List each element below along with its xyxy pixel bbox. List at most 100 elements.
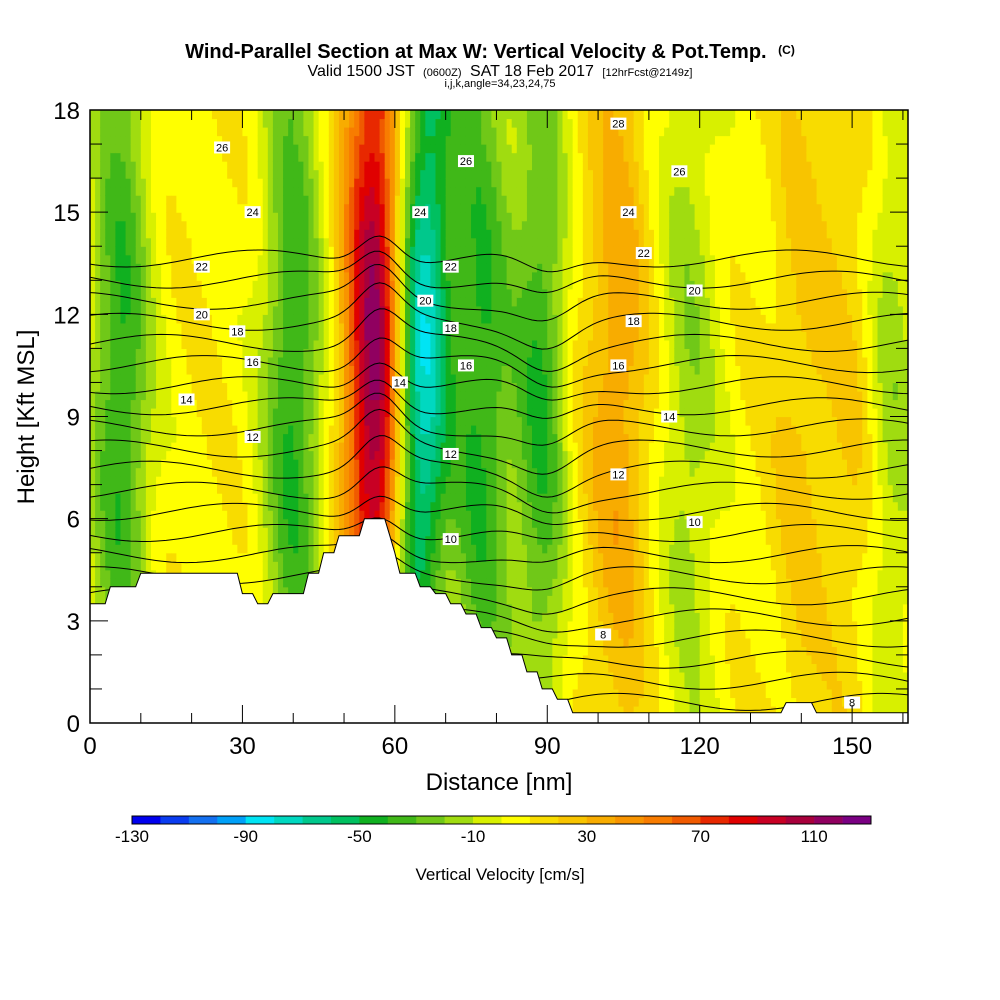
heatmap-cell bbox=[115, 229, 122, 239]
heatmap-cell bbox=[105, 178, 111, 188]
heatmap-cell bbox=[303, 237, 310, 247]
heatmap-cell bbox=[201, 382, 208, 392]
heatmap-cell bbox=[364, 399, 371, 409]
heatmap-cell bbox=[288, 229, 294, 239]
heatmap-cell bbox=[181, 263, 188, 273]
heatmap-cell bbox=[211, 365, 218, 375]
heatmap-cell bbox=[211, 212, 218, 222]
heatmap-cell bbox=[318, 118, 325, 128]
heatmap-cell bbox=[145, 442, 152, 452]
heatmap-cell bbox=[257, 552, 264, 562]
heatmap-cell bbox=[120, 433, 127, 443]
heatmap-cell bbox=[115, 169, 122, 179]
heatmap-cell bbox=[161, 331, 167, 341]
heatmap-cell bbox=[359, 229, 365, 239]
heatmap-cell bbox=[303, 297, 310, 307]
heatmap-cell bbox=[95, 569, 101, 579]
heatmap-cell bbox=[206, 416, 213, 426]
heatmap-cell bbox=[288, 178, 294, 188]
heatmap-cell bbox=[130, 561, 137, 571]
heatmap-cell bbox=[201, 442, 208, 452]
heatmap-cell bbox=[333, 459, 340, 469]
heatmap-cell bbox=[364, 314, 371, 324]
heatmap-cell bbox=[349, 152, 355, 162]
heatmap-cell bbox=[252, 552, 259, 562]
heatmap-cell bbox=[130, 110, 137, 120]
heatmap-cell bbox=[338, 246, 345, 256]
heatmap-cell bbox=[247, 365, 254, 375]
heatmap-cell bbox=[242, 195, 249, 205]
heatmap-cell bbox=[262, 331, 269, 341]
heatmap-cell bbox=[267, 552, 274, 562]
heatmap-cell bbox=[267, 186, 274, 196]
heatmap-cell bbox=[115, 399, 122, 409]
heatmap-cell bbox=[338, 425, 345, 435]
heatmap-cell bbox=[186, 425, 193, 435]
heatmap-cell bbox=[323, 399, 330, 409]
heatmap-cell bbox=[435, 246, 442, 256]
heatmap-cell bbox=[105, 527, 111, 537]
heatmap-cell bbox=[110, 186, 116, 196]
heatmap-cell bbox=[257, 390, 264, 401]
heatmap-cell bbox=[303, 331, 310, 341]
heatmap-cell bbox=[232, 518, 238, 528]
heatmap-cell bbox=[176, 501, 183, 511]
heatmap-cell bbox=[217, 203, 223, 213]
heatmap-cell bbox=[425, 373, 432, 384]
heatmap-cell bbox=[415, 348, 421, 358]
heatmap-cell bbox=[257, 246, 264, 256]
heatmap-cell bbox=[308, 433, 315, 443]
heatmap-cell bbox=[115, 433, 122, 443]
heatmap-cell bbox=[105, 237, 111, 247]
heatmap-cell bbox=[252, 373, 259, 384]
heatmap-cell bbox=[232, 407, 238, 418]
heatmap-cell bbox=[272, 178, 279, 188]
heatmap-cell bbox=[308, 135, 315, 145]
heatmap-cell bbox=[333, 501, 340, 511]
heatmap-cell bbox=[374, 254, 381, 264]
heatmap-cell bbox=[242, 297, 249, 307]
heatmap-cell bbox=[242, 535, 249, 545]
heatmap-cell bbox=[156, 237, 162, 247]
heatmap-cell bbox=[252, 322, 259, 332]
heatmap-cell bbox=[384, 271, 391, 281]
heatmap-cell bbox=[110, 237, 116, 247]
heatmap-cell bbox=[232, 510, 238, 520]
heatmap-cell bbox=[399, 390, 406, 401]
heatmap-cell bbox=[323, 220, 330, 230]
heatmap-cell bbox=[145, 527, 152, 537]
heatmap-cell bbox=[333, 110, 340, 120]
heatmap-cell bbox=[130, 518, 137, 528]
heatmap-cell bbox=[135, 169, 142, 179]
heatmap-cell bbox=[110, 493, 116, 503]
heatmap-cell bbox=[227, 356, 233, 367]
heatmap-cell bbox=[394, 152, 401, 162]
heatmap-cell bbox=[130, 467, 137, 477]
heatmap-cell bbox=[171, 322, 177, 332]
heatmap-cell bbox=[435, 203, 442, 213]
heatmap-cell bbox=[242, 569, 249, 579]
heatmap-cell bbox=[222, 535, 228, 545]
heatmap-cell bbox=[277, 305, 284, 315]
heatmap-cell bbox=[435, 382, 442, 392]
heatmap-cell bbox=[369, 373, 376, 384]
heatmap-cell bbox=[222, 561, 228, 571]
heatmap-cell bbox=[359, 271, 365, 281]
vertical-velocity-field bbox=[90, 110, 908, 723]
heatmap-cell bbox=[186, 135, 193, 145]
heatmap-cell bbox=[100, 493, 106, 503]
heatmap-cell bbox=[267, 135, 274, 145]
heatmap-cell bbox=[338, 356, 345, 367]
heatmap-cell bbox=[242, 373, 249, 384]
heatmap-cell bbox=[115, 484, 122, 494]
heatmap-cell bbox=[176, 186, 183, 196]
heatmap-cell bbox=[298, 425, 304, 435]
heatmap-cell bbox=[277, 510, 284, 520]
heatmap-cell bbox=[237, 365, 244, 375]
heatmap-cell bbox=[364, 280, 371, 290]
heatmap-cell bbox=[95, 425, 101, 435]
heatmap-cell bbox=[166, 254, 172, 264]
heatmap-cell bbox=[277, 288, 284, 298]
heatmap-cell bbox=[201, 229, 208, 239]
heatmap-cell bbox=[369, 246, 376, 256]
